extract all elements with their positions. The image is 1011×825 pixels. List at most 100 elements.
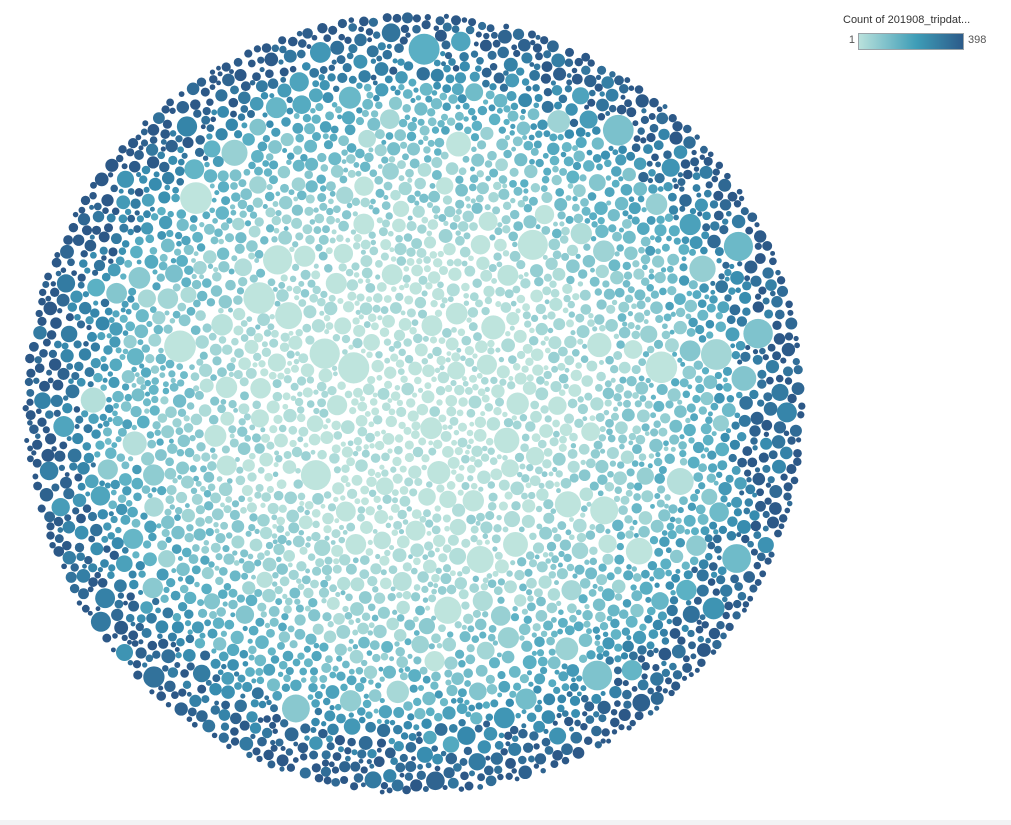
bubble[interactable] (331, 420, 341, 431)
bubble[interactable] (408, 33, 440, 65)
bubble[interactable] (466, 644, 475, 653)
bubble[interactable] (416, 258, 423, 265)
bubble[interactable] (559, 435, 567, 444)
bubble[interactable] (628, 85, 635, 91)
bubble[interactable] (691, 149, 697, 156)
bubble[interactable] (165, 457, 174, 467)
bubble[interactable] (299, 667, 308, 676)
bubble[interactable] (399, 495, 411, 507)
bubble[interactable] (422, 364, 435, 378)
bubble[interactable] (309, 41, 331, 63)
bubble[interactable] (565, 103, 578, 116)
bubble[interactable] (772, 459, 786, 474)
bubble[interactable] (462, 155, 470, 163)
bubble[interactable] (274, 450, 280, 456)
bubble[interactable] (274, 300, 281, 307)
bubble[interactable] (256, 755, 263, 763)
bubble[interactable] (408, 361, 422, 376)
bubble[interactable] (632, 630, 647, 645)
bubble[interactable] (793, 365, 803, 375)
bubble[interactable] (675, 517, 682, 524)
bubble[interactable] (140, 512, 148, 520)
bubble[interactable] (683, 124, 692, 134)
bubble[interactable] (89, 234, 95, 240)
bubble[interactable] (747, 212, 758, 223)
bubble[interactable] (355, 170, 362, 177)
bubble[interactable] (125, 308, 132, 315)
bubble[interactable] (152, 282, 161, 291)
bubble[interactable] (214, 190, 220, 196)
bubble[interactable] (420, 417, 443, 440)
bubble[interactable] (94, 172, 109, 187)
bubble[interactable] (577, 403, 589, 415)
bubble[interactable] (267, 502, 279, 515)
bubble[interactable] (464, 196, 471, 202)
bubble[interactable] (212, 218, 218, 224)
bubble[interactable] (701, 621, 709, 629)
bubble[interactable] (533, 588, 543, 598)
bubble[interactable] (150, 365, 160, 374)
bubble[interactable] (264, 52, 279, 67)
bubble[interactable] (619, 443, 625, 450)
bubble[interactable] (670, 589, 676, 596)
bubble[interactable] (209, 447, 216, 453)
bubble[interactable] (53, 409, 61, 417)
bubble[interactable] (468, 255, 474, 262)
bubble[interactable] (290, 382, 299, 391)
bubble[interactable] (263, 663, 276, 676)
bubble[interactable] (445, 679, 452, 686)
bubble[interactable] (537, 699, 542, 705)
bubble[interactable] (190, 372, 200, 381)
bubble[interactable] (505, 698, 515, 708)
bubble[interactable] (434, 596, 462, 624)
bubble[interactable] (523, 215, 537, 229)
bubble[interactable] (135, 134, 142, 141)
bubble[interactable] (127, 639, 132, 645)
bubble[interactable] (689, 207, 697, 215)
bubble[interactable] (372, 415, 383, 425)
bubble[interactable] (421, 585, 429, 594)
bubble[interactable] (434, 723, 448, 736)
bubble[interactable] (356, 513, 365, 522)
bubble[interactable] (572, 293, 580, 301)
bubble[interactable] (203, 489, 212, 498)
bubble[interactable] (388, 96, 403, 110)
bubble[interactable] (622, 279, 631, 288)
bubble[interactable] (144, 408, 150, 414)
bubble[interactable] (216, 247, 230, 260)
bubble[interactable] (176, 255, 188, 267)
bubble[interactable] (643, 309, 651, 316)
bubble[interactable] (68, 222, 79, 233)
bubble[interactable] (121, 300, 129, 308)
bubble[interactable] (459, 631, 471, 643)
bubble[interactable] (622, 599, 632, 608)
bubble[interactable] (169, 382, 179, 392)
bubble[interactable] (273, 490, 284, 501)
bubble[interactable] (76, 320, 86, 329)
bubble[interactable] (168, 155, 178, 165)
bubble[interactable] (311, 699, 320, 708)
bubble[interactable] (566, 691, 573, 698)
bubble[interactable] (535, 224, 541, 230)
bubble[interactable] (769, 290, 776, 297)
bubble[interactable] (204, 161, 210, 168)
bubble[interactable] (411, 509, 422, 520)
bubble[interactable] (110, 489, 117, 496)
bubble[interactable] (240, 320, 248, 327)
bubble[interactable] (468, 438, 474, 445)
bubble[interactable] (212, 272, 222, 282)
bubble[interactable] (333, 466, 341, 474)
bubble[interactable] (305, 542, 311, 548)
bubble[interactable] (733, 200, 742, 208)
bubble[interactable] (416, 403, 429, 416)
bubble[interactable] (522, 499, 536, 513)
bubble[interactable] (703, 447, 710, 453)
bubble[interactable] (39, 380, 50, 392)
bubble[interactable] (512, 285, 521, 294)
bubble[interactable] (385, 132, 394, 140)
bubble[interactable] (716, 620, 725, 630)
bubble[interactable] (310, 675, 318, 684)
bubble[interactable] (695, 504, 706, 515)
bubble[interactable] (400, 24, 410, 34)
bubble[interactable] (57, 308, 63, 314)
